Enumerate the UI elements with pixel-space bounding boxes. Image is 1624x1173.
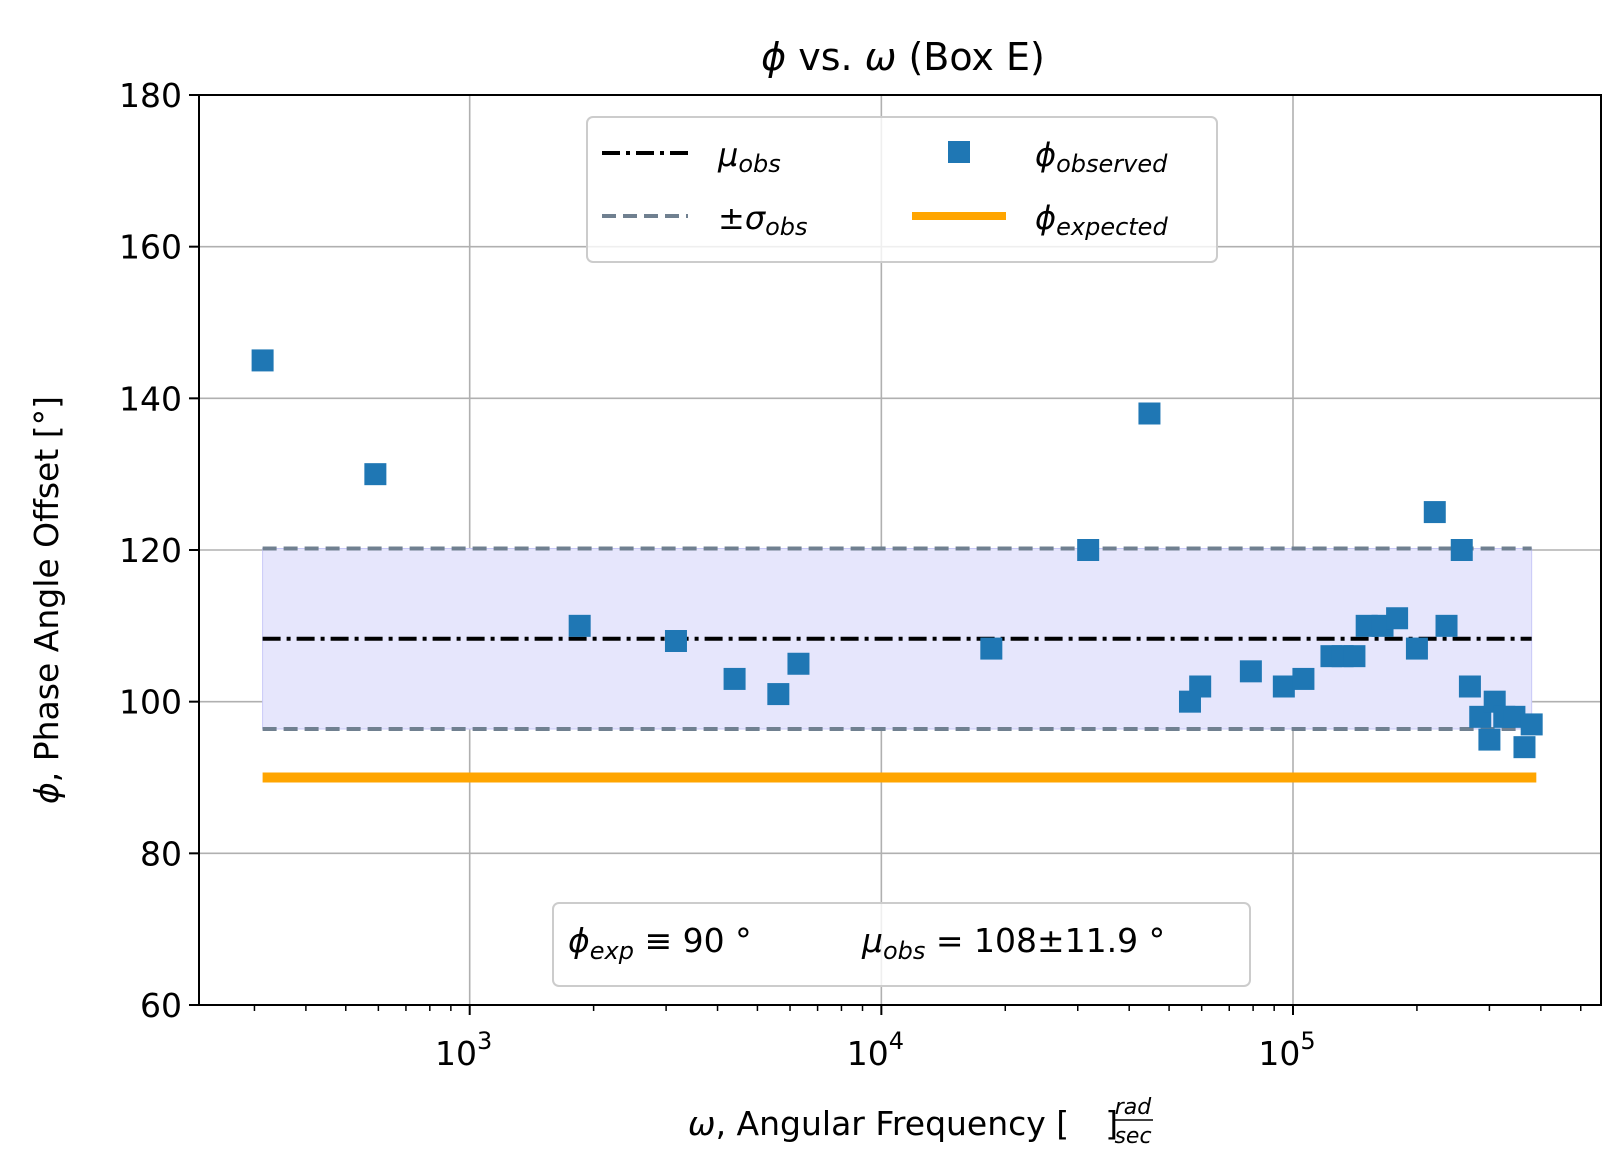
legend: μobs ±σobs ϕobserved ϕexpected — [586, 116, 1218, 263]
data-point — [1077, 539, 1100, 561]
title-box: (Box E) — [908, 35, 1044, 79]
data-point — [1405, 637, 1428, 660]
data-point — [723, 667, 746, 690]
y-tick-label: 160 — [119, 228, 182, 267]
stats-annotation: ϕexp ≡ 90 ° μobs = 108±11.9 ° — [552, 902, 1251, 987]
data-point — [1520, 713, 1543, 736]
title-omega: ω — [865, 35, 897, 79]
legend-observed-swatch — [948, 141, 970, 163]
data-point — [1478, 728, 1501, 751]
legend-frame — [586, 116, 1218, 263]
annotation-expected: ϕexp ≡ 90 ° — [568, 921, 752, 965]
xlabel-close: ] — [1105, 1104, 1118, 1143]
data-point — [664, 630, 687, 652]
data-point — [787, 652, 810, 675]
ylabel-phi: ϕ — [27, 782, 66, 804]
data-point — [1450, 539, 1473, 561]
data-point — [1189, 675, 1212, 698]
xlabel-frac-denominator: sec — [1114, 1124, 1151, 1149]
y-tick-label: 100 — [119, 683, 182, 722]
data-point — [1513, 736, 1536, 759]
data-point — [767, 683, 790, 706]
axis-ticks: 60 80 100 120 140 160 180 103 104 105 — [119, 76, 1582, 1073]
y-axis-label: ϕ, Phase Angle Offset [°] — [27, 396, 66, 804]
data-point — [568, 614, 591, 637]
annotation-observed: μobs = 108±11.9 ° — [861, 921, 1165, 965]
data-point — [1292, 667, 1315, 690]
observed-points — [251, 349, 1543, 759]
x-tick-label: 104 — [847, 1027, 904, 1073]
data-point — [364, 463, 387, 486]
data-point — [251, 349, 274, 372]
data-point — [1386, 607, 1409, 630]
data-point — [1458, 675, 1481, 698]
legend-expected-label: ϕexpected — [1035, 199, 1168, 241]
data-point — [980, 637, 1003, 660]
y-tick-label: 120 — [119, 531, 182, 570]
data-point — [1343, 645, 1366, 668]
y-tick-label: 60 — [140, 986, 182, 1025]
title-vs: vs. — [798, 35, 852, 79]
chart-title: ϕ vs. ω (Box E) — [761, 35, 1045, 79]
data-point — [1239, 660, 1262, 683]
data-point — [1272, 675, 1295, 698]
annotation-frame — [552, 902, 1251, 987]
y-tick-label: 80 — [140, 834, 182, 873]
legend-std-label: ±σobs — [718, 199, 808, 241]
x-tick-label: 105 — [1258, 1027, 1315, 1073]
legend-mean-label: μobs — [717, 136, 781, 178]
x-axis-label: ω, Angular Frequency [] — [688, 1104, 1118, 1143]
data-point — [1435, 614, 1458, 637]
xlabel-fraction: rad sec — [1113, 1095, 1153, 1149]
y-tick-label: 140 — [119, 379, 182, 418]
ylabel-text: , Phase Angle Offset [°] — [27, 396, 66, 782]
xlabel-text: , Angular Frequency [ — [716, 1104, 1070, 1143]
xlabel-omega: ω — [688, 1104, 716, 1143]
y-tick-label: 180 — [119, 76, 182, 115]
data-point — [1138, 402, 1161, 425]
data-point — [1423, 501, 1446, 524]
xlabel-frac-numerator: rad — [1115, 1095, 1153, 1120]
reference-lines — [262, 546, 1537, 783]
legend-observed-label: ϕobserved — [1035, 136, 1168, 178]
data-point — [1503, 705, 1526, 728]
x-tick-label: 103 — [435, 1027, 492, 1073]
title-phi: ϕ — [761, 35, 786, 79]
